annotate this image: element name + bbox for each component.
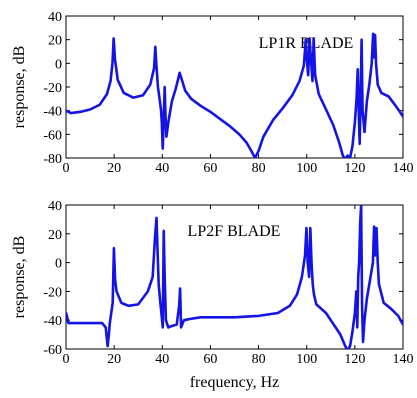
x-tick-label: 20 <box>107 352 121 367</box>
x-tick-label: 40 <box>155 352 169 367</box>
x-tick-label: 100 <box>296 161 317 176</box>
y-tick-label: 0 <box>55 57 62 72</box>
y-axis-label: response, dB <box>11 46 28 129</box>
x-tick-label: 100 <box>296 352 317 367</box>
y-axis-label: response, dB <box>11 236 28 319</box>
y-axis: 40 20 0 -20 -40 -60 -80 <box>43 10 403 167</box>
x-tick-label: 140 <box>393 352 414 367</box>
y-tick-label: -80 <box>43 152 62 167</box>
x-tick-label: 120 <box>344 352 365 367</box>
x-tick-label: 20 <box>107 161 121 176</box>
y-axis: 40 20 0 -20 -40 -60 <box>43 199 403 358</box>
y-tick-label: -60 <box>43 343 62 358</box>
x-tick-label: 0 <box>63 352 70 367</box>
y-tick-label: -20 <box>43 285 62 300</box>
x-axis: 0 20 40 60 80 100 120 140 <box>63 16 414 176</box>
chart-panel-lp2f: 0 20 40 60 80 100 120 140 40 20 0 -20 -40 -60 LP2F B… <box>11 199 414 391</box>
x-tick-label: 140 <box>393 161 414 176</box>
x-tick-label: 60 <box>203 161 217 176</box>
x-tick-label: 60 <box>203 352 217 367</box>
x-axis: 0 20 40 60 80 100 120 140 <box>63 205 414 367</box>
x-tick-label: 0 <box>63 161 70 176</box>
y-tick-label: 0 <box>55 257 62 272</box>
series-line <box>66 32 403 158</box>
series-line <box>66 205 403 349</box>
panel-title: LP2F BLADE <box>188 223 281 240</box>
x-tick-label: 80 <box>252 352 266 367</box>
y-tick-label: 40 <box>48 199 62 214</box>
y-tick-label: -40 <box>43 105 62 120</box>
x-tick-label: 40 <box>155 161 169 176</box>
y-tick-label: -60 <box>43 128 62 143</box>
y-tick-label: 20 <box>48 34 62 49</box>
y-tick-label: -40 <box>43 314 62 329</box>
plot-frame <box>65 204 404 350</box>
y-tick-label: -20 <box>43 81 62 96</box>
y-tick-label: 20 <box>48 228 62 243</box>
x-axis-label: frequency, Hz <box>190 374 280 391</box>
x-tick-label: 120 <box>344 161 365 176</box>
x-tick-label: 80 <box>252 161 266 176</box>
y-tick-label: 40 <box>48 10 62 25</box>
